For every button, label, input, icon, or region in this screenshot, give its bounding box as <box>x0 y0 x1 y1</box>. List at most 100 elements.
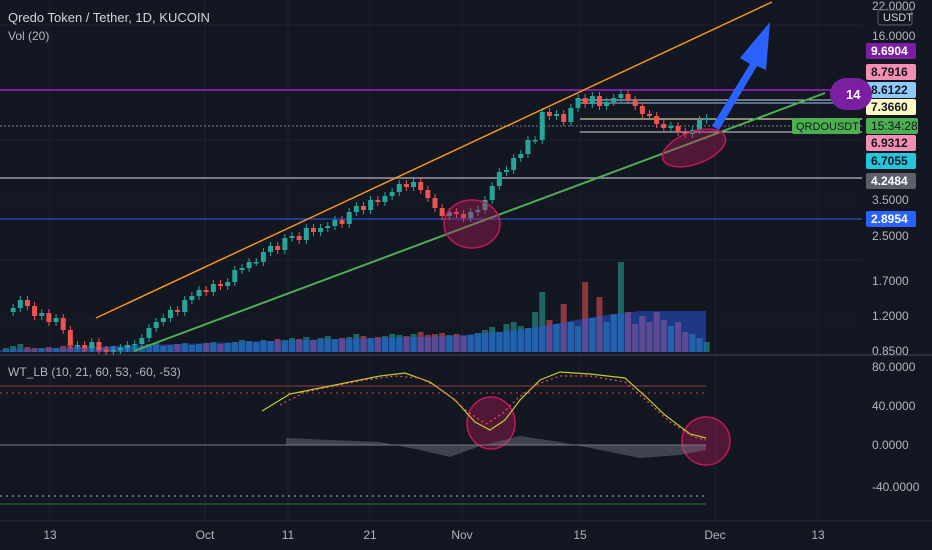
candle-body <box>53 318 59 322</box>
candle-body <box>375 200 381 202</box>
oscillator <box>0 371 707 505</box>
candle-body <box>325 226 331 228</box>
candle-body <box>568 108 574 122</box>
time-tick-label: Dec <box>704 528 725 542</box>
price-label-text: 9.6904 <box>871 44 908 58</box>
volume-bar <box>3 348 9 352</box>
candle-body <box>589 96 595 104</box>
oscillator-legend: WT_LB (10, 21, 60, 53, -60, -53) <box>8 365 181 379</box>
volume-bar <box>138 347 145 352</box>
candle-body <box>611 98 617 102</box>
candle-body <box>103 350 109 352</box>
candle-body <box>246 262 252 268</box>
price-tick-label: 3.5000 <box>872 193 909 207</box>
volume-bar <box>146 344 152 352</box>
volume-bar <box>160 346 167 352</box>
candle-body <box>368 200 374 210</box>
price-label-box <box>866 99 916 115</box>
candle-body <box>196 290 202 296</box>
volume-bar <box>625 312 632 352</box>
candle-body <box>704 118 710 120</box>
volume-bar <box>524 328 531 352</box>
volume-bar <box>610 314 617 352</box>
candle-body <box>632 100 638 106</box>
candle-body <box>489 186 495 200</box>
channel-lower-line <box>133 92 826 352</box>
candle-body <box>439 208 445 216</box>
price-label-text: 4.2484 <box>871 174 908 188</box>
highlight-circle <box>443 199 501 249</box>
time-tick-label: Oct <box>196 528 215 542</box>
candle-body <box>554 114 560 116</box>
osc-tick-label: 0.0000 <box>872 438 909 452</box>
candle-body <box>361 206 366 210</box>
ticker-label: QRDOUSDT <box>796 121 859 133</box>
candle-body <box>153 322 159 328</box>
momentum-area <box>286 436 706 458</box>
candle-body <box>525 140 531 154</box>
osc-tick-label: -40.0000 <box>872 480 920 494</box>
candle-body <box>418 182 424 190</box>
candle-body <box>296 236 302 240</box>
candle-body <box>346 212 352 224</box>
volume-bar <box>453 334 460 352</box>
candle-body <box>332 220 338 226</box>
level-bubble-text: 14 <box>846 87 861 102</box>
volume-bar <box>331 339 338 352</box>
volume-bar <box>246 341 253 352</box>
candle-body <box>425 190 431 198</box>
price-label-box <box>866 64 916 80</box>
volume-bar <box>517 326 524 352</box>
candle-body <box>268 246 274 252</box>
candle-body <box>697 120 703 130</box>
volume-bar <box>296 339 303 352</box>
candle-body <box>654 116 660 124</box>
candle-body <box>647 114 652 116</box>
price-label-text: 6.7055 <box>871 154 908 168</box>
candle-body <box>260 252 266 262</box>
volume-bar <box>181 343 188 352</box>
candle-body <box>403 184 409 187</box>
price-label-text: 7.3660 <box>871 100 908 114</box>
volume-bar <box>410 334 417 352</box>
volume-bar <box>567 322 574 352</box>
candle-body <box>382 196 388 202</box>
price-label-text: 2.8954 <box>871 212 908 226</box>
candle-body <box>318 228 324 232</box>
volume-bar <box>474 333 481 352</box>
volume-bar <box>217 344 224 352</box>
grid <box>0 0 932 522</box>
candle-body <box>504 170 509 172</box>
wave-line <box>261 371 707 439</box>
volume-bar <box>374 337 381 352</box>
channel-upper-line <box>95 1 773 319</box>
currency-label: USDT <box>883 12 913 24</box>
volume-bar <box>575 326 581 352</box>
volume-bar <box>467 335 474 352</box>
candle-body <box>661 124 667 128</box>
osc-highlight-circle <box>681 416 731 466</box>
price-label-text: 6.9312 <box>871 136 908 150</box>
volume-bar <box>646 322 653 352</box>
volume-bar <box>45 347 52 352</box>
volume-bar <box>689 334 696 352</box>
candle-body <box>289 236 295 238</box>
candle-body <box>546 112 552 116</box>
volume-bar <box>324 336 331 352</box>
candle-body <box>146 328 152 338</box>
volume-bar <box>589 318 596 352</box>
volume-bar <box>317 338 324 352</box>
volume-bar <box>339 338 346 352</box>
price-tick-label: 1.2000 <box>872 309 909 323</box>
volume-bar <box>353 334 360 352</box>
time-tick-label: 21 <box>363 528 377 542</box>
candle-body <box>210 284 216 292</box>
volume-bar <box>489 327 496 352</box>
candle-body <box>411 182 417 187</box>
volume-bar <box>553 324 560 352</box>
candle-body <box>575 98 581 108</box>
volume-bar <box>482 330 489 352</box>
countdown-label: 15:34:28 <box>871 119 918 133</box>
volume-bar <box>617 262 624 352</box>
